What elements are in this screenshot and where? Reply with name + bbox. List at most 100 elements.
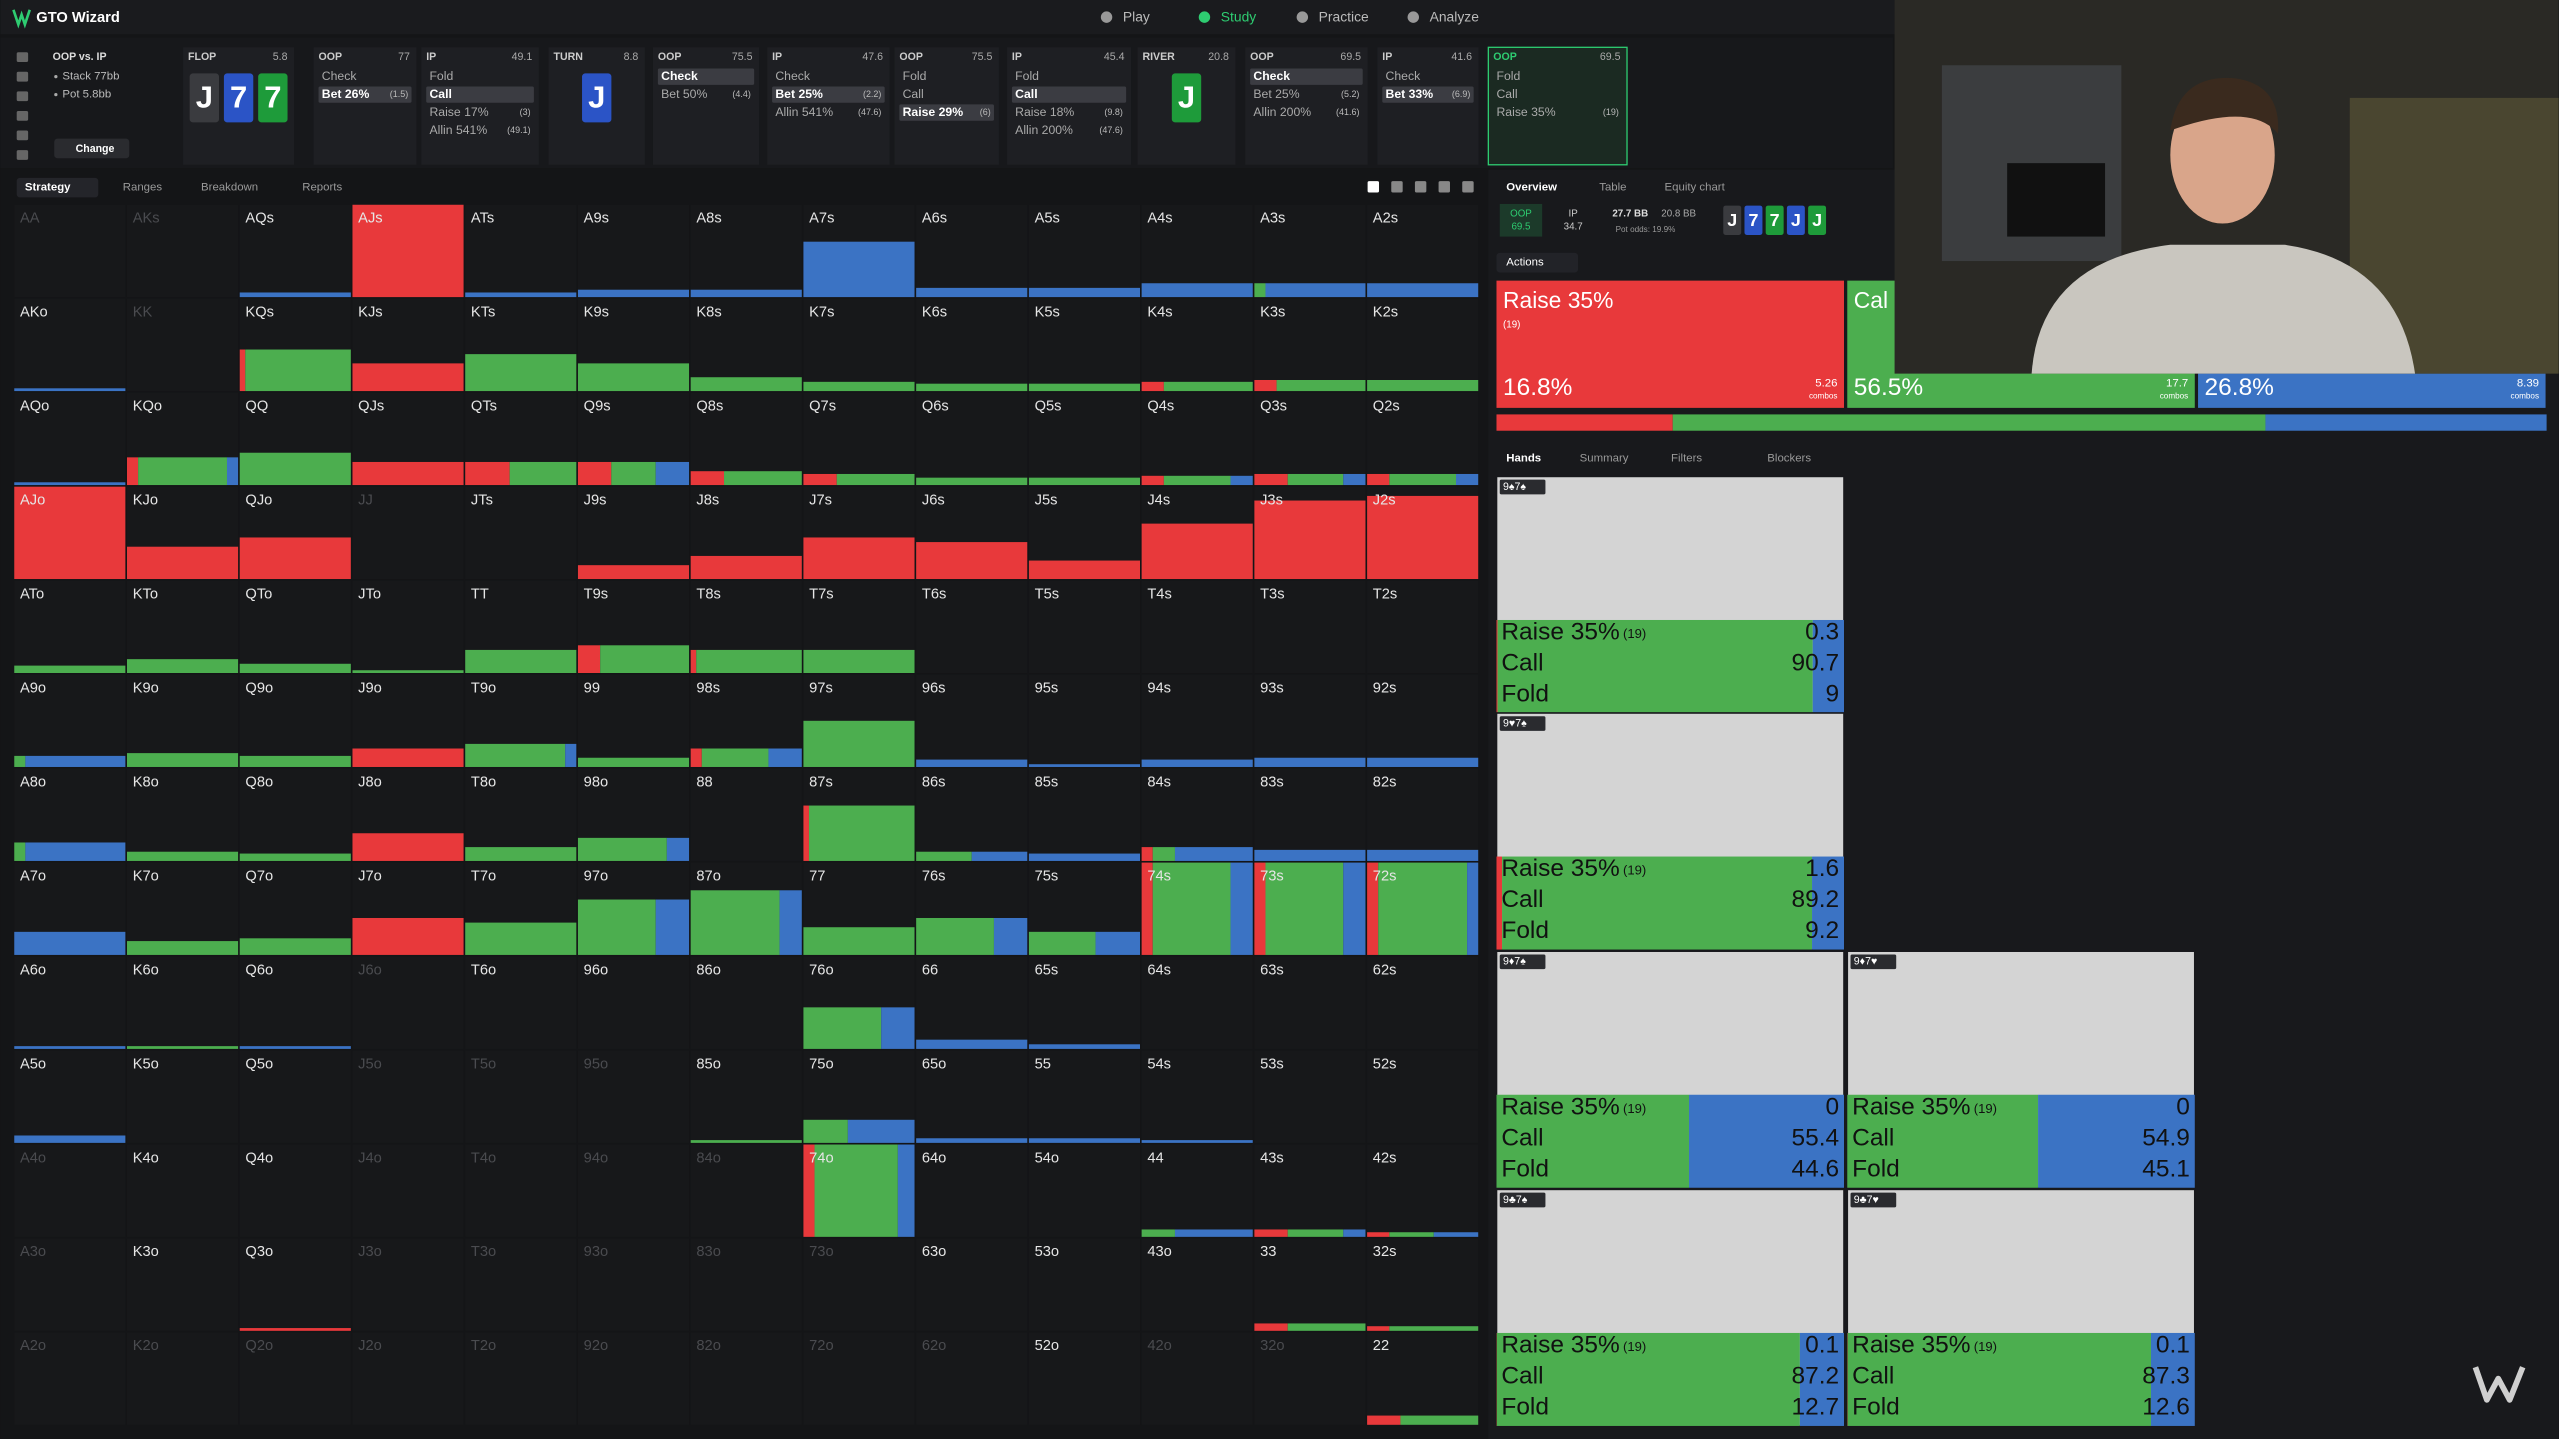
hand-cell[interactable] — [577, 1238, 690, 1331]
hand-cell[interactable] — [916, 674, 1028, 767]
action[interactable]: Call — [903, 87, 924, 101]
action[interactable]: Bet 33% — [1386, 87, 1434, 101]
hand-cell[interactable] — [577, 204, 690, 298]
hand-cell[interactable] — [803, 298, 915, 392]
action[interactable]: Allin 200% — [1015, 123, 1073, 137]
node[interactable] — [1245, 47, 1368, 165]
action[interactable]: Raise 17% — [429, 105, 488, 119]
action-box[interactable] — [1496, 280, 1845, 408]
action[interactable]: Call — [429, 87, 451, 101]
details-tab[interactable]: Blockers — [1767, 452, 1811, 464]
hand-cell[interactable] — [1141, 204, 1253, 298]
change-label[interactable]: Change — [76, 143, 115, 155]
action[interactable]: Check — [322, 69, 358, 83]
hand-cell[interactable] — [465, 1050, 577, 1143]
hand-cell[interactable] — [1028, 768, 1141, 861]
hand-cell[interactable] — [1028, 580, 1141, 674]
hand-cell[interactable] — [126, 298, 239, 392]
hand-cell[interactable] — [1254, 298, 1366, 392]
hand-cell[interactable] — [1028, 1238, 1141, 1331]
hand-cell[interactable] — [690, 768, 802, 861]
hand-cell[interactable] — [577, 674, 690, 767]
hand-cell[interactable] — [1367, 392, 1479, 486]
tool-icon[interactable] — [16, 91, 29, 102]
hand-cell[interactable] — [126, 1144, 239, 1237]
hand-cell[interactable] — [577, 486, 690, 580]
action[interactable]: Raise 35% — [1496, 105, 1555, 119]
overview-tab[interactable]: Table — [1599, 182, 1626, 194]
hand-cell[interactable] — [916, 1144, 1028, 1237]
action[interactable]: Fold — [429, 69, 453, 83]
hand-cell[interactable] — [239, 674, 351, 767]
view-toggle[interactable] — [1438, 181, 1450, 193]
hand-cell[interactable] — [916, 1238, 1028, 1331]
action[interactable]: Bet 50% — [661, 87, 707, 101]
hand-cell[interactable] — [1028, 956, 1141, 1049]
hand-cell[interactable] — [126, 768, 239, 861]
hand-cell[interactable] — [803, 1332, 915, 1425]
hand-cell[interactable] — [1141, 580, 1253, 674]
hand-cell[interactable] — [1141, 1238, 1253, 1331]
hand-cell[interactable] — [690, 1144, 802, 1237]
hand-cell[interactable] — [1254, 674, 1366, 767]
hand-cell[interactable] — [14, 392, 126, 486]
details-tab[interactable]: Hands — [1506, 452, 1541, 464]
action[interactable]: Bet 25% — [775, 87, 823, 101]
nav-item[interactable]: Analyze — [1430, 9, 1480, 25]
hand-cell[interactable] — [916, 298, 1028, 392]
hand-cell[interactable] — [1141, 298, 1253, 392]
hand-cell[interactable] — [126, 1238, 239, 1331]
hand-cell[interactable] — [1141, 392, 1253, 486]
action[interactable]: Call — [1496, 87, 1517, 101]
hand-cell[interactable] — [14, 204, 126, 298]
hand-cell[interactable] — [14, 1332, 126, 1425]
hand-cell[interactable] — [1141, 1144, 1253, 1237]
hand-cell[interactable] — [1141, 956, 1253, 1049]
view-toggle[interactable] — [1414, 181, 1427, 193]
hand-cell[interactable] — [916, 392, 1028, 486]
hand-cell[interactable] — [14, 674, 126, 767]
nav-item[interactable]: Play — [1123, 9, 1150, 25]
hand-cell[interactable] — [465, 486, 577, 580]
overview-tab[interactable]: Equity chart — [1665, 182, 1726, 194]
hand-cell[interactable] — [1028, 204, 1141, 298]
view-toggle[interactable] — [1391, 181, 1403, 193]
hand-cell[interactable] — [465, 1238, 577, 1331]
action[interactable]: Check — [661, 69, 698, 83]
strategy-tab[interactable]: Ranges — [123, 182, 163, 194]
hand-cell[interactable] — [1254, 204, 1366, 298]
hand-cell[interactable] — [1028, 1332, 1141, 1425]
hand-cell[interactable] — [1141, 1332, 1253, 1425]
nav-item[interactable]: Practice — [1319, 9, 1369, 25]
action-box[interactable] — [2198, 371, 2546, 408]
action[interactable]: Fold — [1496, 69, 1520, 83]
action[interactable]: Check — [1386, 69, 1422, 83]
action[interactable]: Call — [1015, 87, 1037, 101]
hand-cell[interactable] — [1367, 298, 1479, 392]
strategy-tab[interactable]: Reports — [302, 182, 342, 194]
hand-cell[interactable] — [126, 862, 239, 955]
actions-label[interactable]: Actions — [1506, 257, 1544, 269]
hand-cell[interactable] — [1254, 1332, 1366, 1425]
action[interactable]: Check — [775, 69, 811, 83]
hand-cell[interactable] — [352, 1144, 464, 1237]
action[interactable]: Allin 200% — [1253, 105, 1311, 119]
node[interactable] — [767, 47, 890, 165]
hand-cell[interactable] — [577, 1050, 690, 1143]
hand-cell[interactable] — [352, 1050, 464, 1143]
hand-cell[interactable] — [14, 298, 126, 392]
hand-cell[interactable] — [239, 1050, 351, 1143]
action[interactable]: Raise 18% — [1015, 105, 1074, 119]
hand-cell[interactable] — [126, 580, 239, 674]
hand-cell[interactable] — [1028, 298, 1141, 392]
node[interactable] — [1487, 46, 1628, 166]
strategy-tab[interactable]: Breakdown — [201, 182, 258, 194]
action[interactable]: Allin 541% — [775, 105, 833, 119]
node[interactable] — [313, 47, 417, 165]
hand-cell[interactable] — [916, 204, 1028, 298]
hand-cell[interactable] — [577, 956, 690, 1049]
hand-cell[interactable] — [1367, 1144, 1479, 1237]
hand-cell[interactable] — [690, 392, 802, 486]
hand-cell[interactable] — [239, 1332, 351, 1425]
hand-cell[interactable] — [1254, 1238, 1366, 1331]
